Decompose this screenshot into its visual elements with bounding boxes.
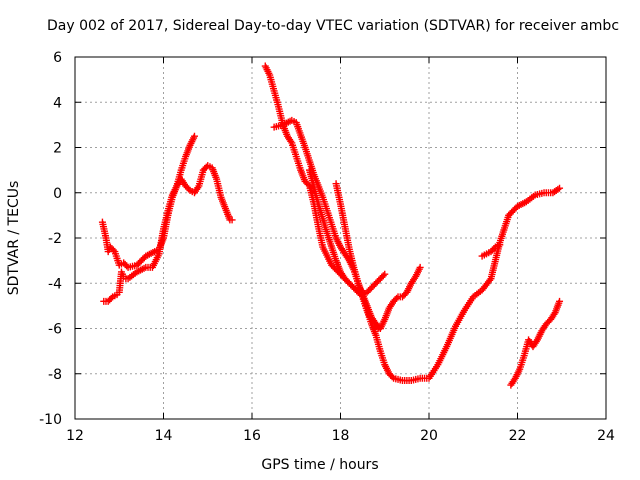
x-tick-label: 12 [66,428,84,444]
data-point [123,262,131,270]
data-point [375,323,383,331]
data-point [185,185,193,193]
series-arc-5 [306,166,389,299]
y-tick-label: -4 [48,276,62,292]
y-tick-label: -2 [48,231,62,247]
data-point [107,294,115,302]
series-arc-2 [100,132,198,305]
y-tick-label: -8 [48,367,62,383]
data-point [381,270,389,278]
data-point [376,325,384,332]
x-tick-label: 24 [597,428,615,444]
data-point [393,294,401,302]
data-point [486,276,494,284]
data-point [228,216,236,224]
data-point [556,297,564,305]
data-point [416,263,424,271]
y-axis-label: SDTVAR / TECUs [6,180,22,296]
data-point [109,246,117,254]
y-tick-label: 0 [53,186,62,202]
x-tick-label: 20 [420,428,438,444]
data-point [496,241,504,249]
y-tick-label: 2 [53,141,62,157]
series-arc-6 [332,180,384,332]
grid-lines [75,57,606,419]
x-axis-label: GPS time / hours [261,457,379,473]
y-tick-label: -10 [39,412,62,428]
x-tick-label: 16 [243,428,261,444]
chart-title: Day 002 of 2017, Sidereal Day-to-day VTE… [47,18,620,34]
data-marks [98,62,564,389]
series-arc-8 [507,297,564,389]
x-tick-label: 18 [332,428,350,444]
x-tick-label: 22 [509,428,527,444]
data-point [190,132,198,140]
y-tick-label: 6 [53,50,62,66]
y-tick-label: -6 [48,322,62,338]
data-point [556,184,564,192]
x-tick-label: 14 [155,428,173,444]
data-point [388,373,396,381]
data-point [379,272,387,280]
series-arc-7 [478,241,504,260]
data-point [490,245,498,253]
y-tick-label: 4 [53,95,62,111]
